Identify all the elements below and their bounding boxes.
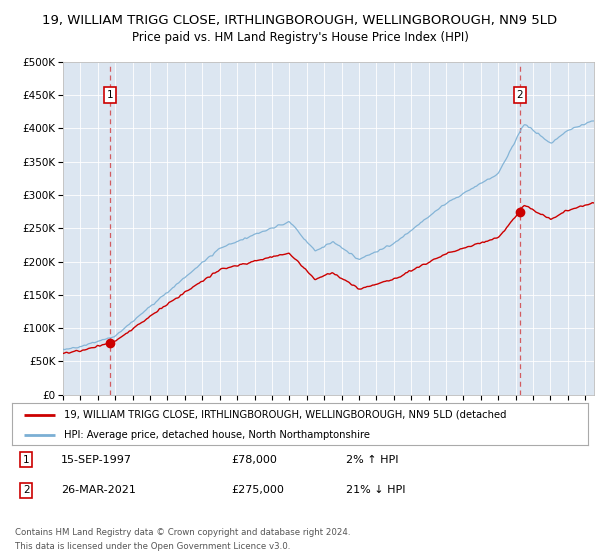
- Text: £78,000: £78,000: [231, 455, 277, 465]
- Text: HPI: Average price, detached house, North Northamptonshire: HPI: Average price, detached house, Nort…: [64, 430, 370, 440]
- Text: 19, WILLIAM TRIGG CLOSE, IRTHLINGBOROUGH, WELLINGBOROUGH, NN9 5LD: 19, WILLIAM TRIGG CLOSE, IRTHLINGBOROUGH…: [43, 14, 557, 27]
- Text: 21% ↓ HPI: 21% ↓ HPI: [346, 486, 406, 496]
- Text: Price paid vs. HM Land Registry's House Price Index (HPI): Price paid vs. HM Land Registry's House …: [131, 31, 469, 44]
- Text: 1: 1: [23, 455, 30, 465]
- Text: 15-SEP-1997: 15-SEP-1997: [61, 455, 132, 465]
- Text: 1: 1: [107, 90, 113, 100]
- Text: 19, WILLIAM TRIGG CLOSE, IRTHLINGBOROUGH, WELLINGBOROUGH, NN9 5LD (detached: 19, WILLIAM TRIGG CLOSE, IRTHLINGBOROUGH…: [64, 409, 506, 419]
- Text: £275,000: £275,000: [231, 486, 284, 496]
- Text: 2: 2: [23, 486, 30, 496]
- Text: 2: 2: [517, 90, 523, 100]
- Text: Contains HM Land Registry data © Crown copyright and database right 2024.: Contains HM Land Registry data © Crown c…: [15, 528, 350, 536]
- Text: 26-MAR-2021: 26-MAR-2021: [61, 486, 136, 496]
- Text: This data is licensed under the Open Government Licence v3.0.: This data is licensed under the Open Gov…: [15, 542, 290, 550]
- Text: 2% ↑ HPI: 2% ↑ HPI: [346, 455, 398, 465]
